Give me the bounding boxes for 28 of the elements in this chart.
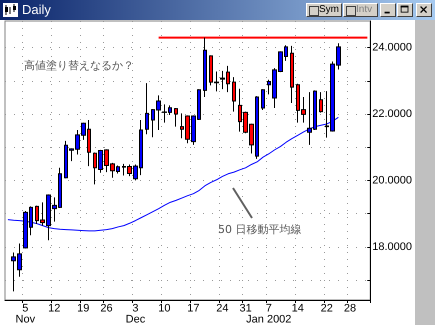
sym-button: Sym [306,3,342,17]
x-tick-label: 12 [48,302,60,314]
x-tick-label: 22 [320,302,333,314]
candlestick [232,76,236,112]
y-tick-label: 22.0000 [372,108,412,120]
x-tick-label: 19 [77,302,90,314]
x-tick-label: 14 [292,302,304,314]
y-tick-label: 24.0000 [372,42,412,54]
x-tick-label: 5 Nov [16,302,36,325]
x-tick-label: 3 Dec [126,302,146,325]
y-tick-label: 18.0000 [372,240,412,253]
x-tick-label: 31 [239,302,252,314]
candlestick [174,108,178,128]
candlestick [290,45,294,104]
y-tick-label: 20.0000 [372,174,412,186]
annotation: 50 日移動平均線 [218,223,302,236]
chart-title: Daily [22,2,51,18]
candlestick [203,37,207,98]
annotation: 高値塗り替えなるか？ [24,59,134,72]
candlestick [261,88,265,111]
x-tick-label: 26 [100,302,113,314]
x-tick-label: 28 [344,302,356,314]
candlestick [319,92,323,114]
x-tick-label: 10 [158,302,171,314]
intv-button: Intv [343,3,378,17]
x-tick-label: 24 [216,302,229,314]
candlestick [145,82,149,135]
x-tick-label: 17 [187,302,200,314]
